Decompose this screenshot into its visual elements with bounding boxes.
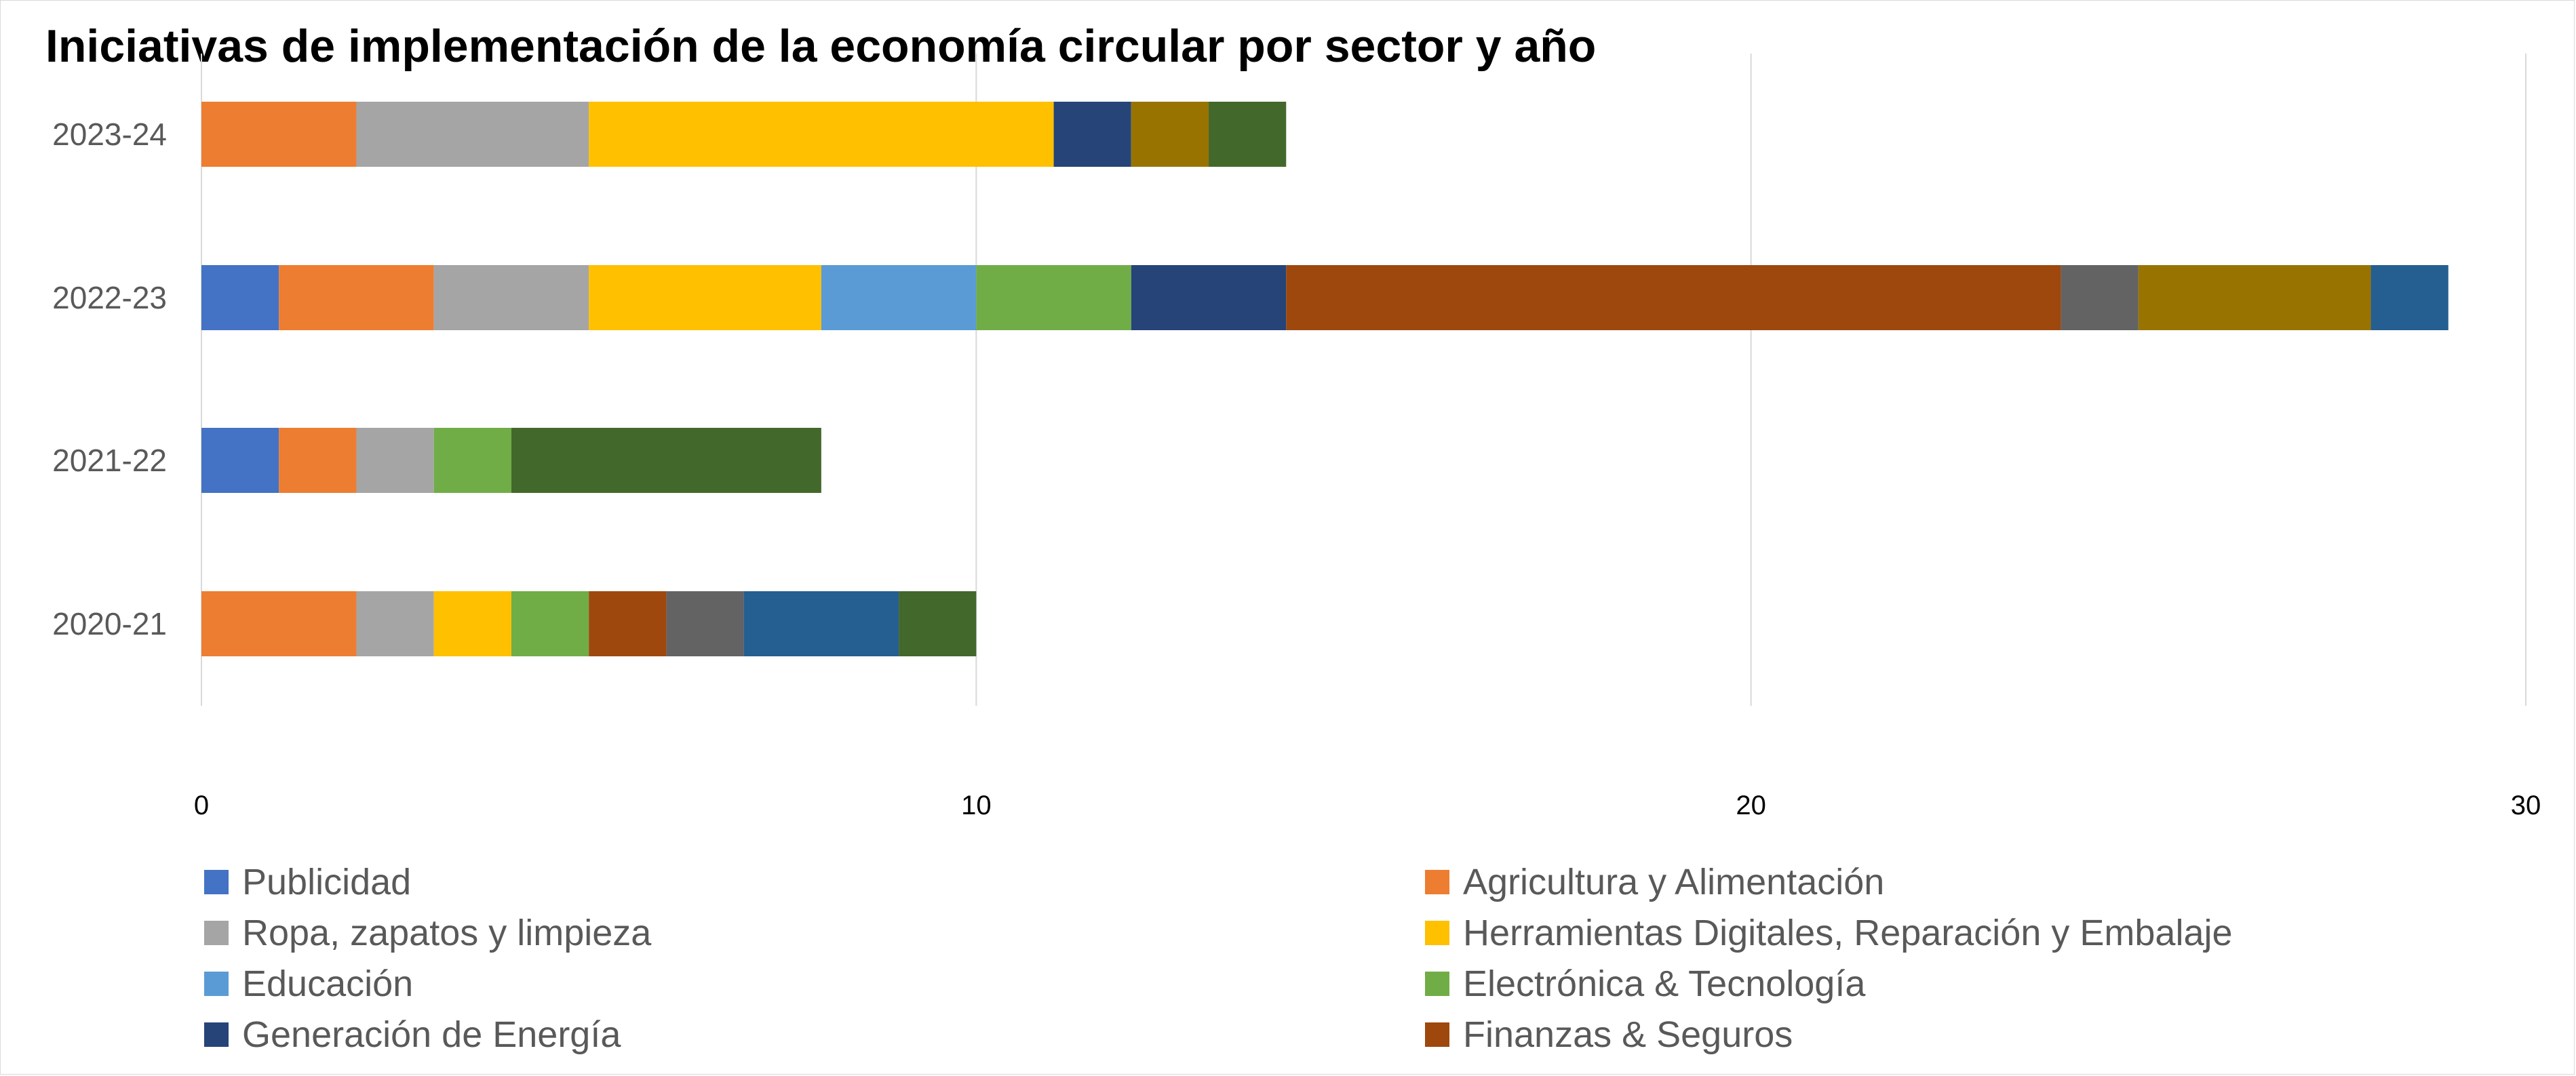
legend-swatch: [204, 1022, 229, 1047]
bar-segment: [976, 265, 1131, 330]
chart-plot: 0 10 20 30 2023-24 2022-23 2021-22 2020-21: [52, 54, 2541, 820]
legend-label: Educación: [242, 963, 414, 1004]
bar-segment: [433, 428, 511, 493]
bar-segment: [279, 428, 357, 493]
bar-segment: [1131, 265, 1287, 330]
bar-segment: [899, 591, 977, 656]
legend-swatch: [204, 869, 229, 894]
legend-item: Publicidad: [204, 859, 1425, 904]
legend-item: Agricultura y Alimentación: [1425, 859, 2442, 904]
bar-segment: [201, 428, 279, 493]
legend-swatch: [1425, 1022, 1449, 1047]
legend-item: Finanzas & Seguros: [1425, 1012, 2442, 1057]
legend-swatch: [1425, 920, 1449, 945]
bar-segment: [2061, 265, 2139, 330]
x-tick-label: 20: [1736, 791, 1766, 820]
legend-swatch: [1425, 869, 1449, 894]
bar-segment: [1053, 102, 1131, 167]
legend-label: Agricultura y Alimentación: [1463, 861, 1885, 902]
legend-item: Generación de Energía: [204, 1012, 1425, 1057]
legend-label: Generación de Energía: [242, 1014, 621, 1055]
x-tick-label: 10: [961, 791, 992, 820]
bar-segment: [743, 591, 899, 656]
bar-segment: [589, 591, 667, 656]
legend-label: Electrónica & Tecnología: [1463, 963, 1866, 1004]
legend-label: Ropa, zapatos y limpieza: [242, 912, 652, 953]
y-tick-label: 2021-22: [52, 443, 167, 478]
legend-item: Electrónica & Tecnología: [1425, 961, 2442, 1006]
y-tick-label: 2020-21: [52, 606, 167, 641]
y-tick-label: 2022-23: [52, 280, 167, 315]
bar-segment: [666, 591, 744, 656]
legend-label: Herramientas Digitales, Reparación y Emb…: [1463, 912, 2233, 953]
x-tick-label: 30: [2511, 791, 2541, 820]
bar-segment: [589, 102, 1054, 167]
legend-item: Educación: [204, 961, 1425, 1006]
legend-swatch: [204, 920, 229, 945]
bar-segment: [356, 102, 589, 167]
bar-segment: [201, 265, 279, 330]
bar-segment: [201, 102, 357, 167]
bar-segment: [1286, 265, 2061, 330]
bar-segment: [821, 265, 977, 330]
legend-swatch: [204, 971, 229, 996]
bar-segment: [511, 428, 821, 493]
bar-segment: [279, 265, 434, 330]
bar-segment: [2138, 265, 2371, 330]
bar-segment: [433, 265, 589, 330]
bar-segment: [589, 265, 821, 330]
bar-segment: [433, 591, 511, 656]
legend-swatch: [1425, 971, 1449, 996]
bar-segment: [2370, 265, 2448, 330]
legend-item: Herramientas Digitales, Reparación y Emb…: [1425, 910, 2442, 955]
legend-item: Ropa, zapatos y limpieza: [204, 910, 1425, 955]
y-tick-label: 2023-24: [52, 117, 167, 152]
bar-segment: [1131, 102, 1209, 167]
chart-legend: Publicidad Agricultura y Alimentación Ropa…: [204, 859, 2442, 1057]
chart-title: Iniciativas de implementación de la econ…: [45, 20, 1597, 72]
bar-segment: [356, 591, 434, 656]
x-tick-label: 0: [194, 791, 209, 820]
bar-segment: [201, 591, 357, 656]
legend-label: Finanzas & Seguros: [1463, 1014, 1793, 1055]
legend-label: Publicidad: [242, 861, 412, 902]
bar-segment: [511, 591, 589, 656]
bar-segment: [1209, 102, 1287, 167]
bar-segment: [356, 428, 434, 493]
